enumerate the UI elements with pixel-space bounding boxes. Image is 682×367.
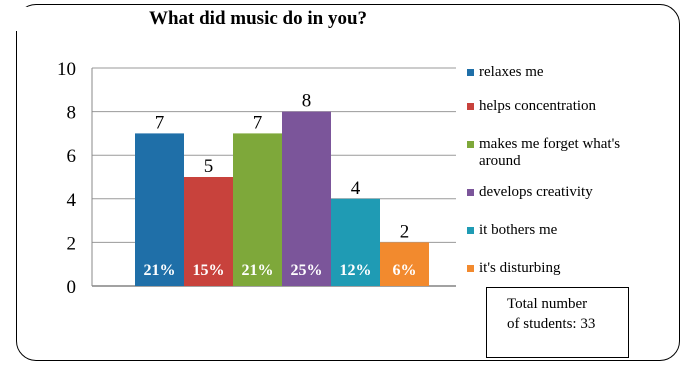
- total-students-line2: of students: 33: [507, 316, 596, 332]
- bar-3: [282, 111, 331, 286]
- bar-1: [184, 177, 233, 286]
- bar-percent-label: 12%: [340, 262, 372, 279]
- bar-percent-label: 21%: [242, 262, 274, 279]
- total-students-box: Total number of students: 33: [486, 287, 629, 358]
- bar-value-label: 7: [155, 112, 165, 133]
- bar-percent-label: 21%: [144, 262, 176, 279]
- y-tick-label: 0: [67, 277, 77, 298]
- legend-label: develops creativity: [479, 184, 593, 200]
- bars: [135, 111, 429, 286]
- legend-swatch: [467, 227, 474, 234]
- bar-0: [135, 133, 184, 286]
- bar-percent-label: 15%: [193, 262, 225, 279]
- legend-swatch: [467, 189, 474, 196]
- legend-label: it bothers me: [479, 222, 558, 238]
- y-tick-label: 4: [67, 190, 77, 211]
- legend-swatch: [467, 69, 474, 76]
- bar-value-label: 5: [204, 156, 214, 177]
- total-students-line1: Total number: [507, 296, 588, 312]
- y-tick-label: 2: [67, 233, 77, 254]
- y-axis: 0 2 4 6 8 10: [57, 59, 93, 298]
- bar-value-label: 8: [302, 91, 312, 112]
- bar-5: [380, 242, 429, 286]
- legend-label: makes me forget what's around: [479, 136, 621, 169]
- legend-label: it's disturbing: [479, 260, 561, 276]
- data-labels: 7 21% 5 15% 7 21% 8 25% 4 12% 2 6%: [144, 91, 417, 279]
- bar-value-label: 2: [400, 221, 410, 242]
- legend-label: helps concentration: [479, 98, 597, 114]
- legend-swatch: [467, 141, 474, 148]
- bar-percent-label: 25%: [291, 262, 323, 279]
- chart-title: What did music do in you?: [16, 7, 500, 31]
- y-tick-label: 6: [67, 146, 77, 167]
- bar-value-label: 7: [253, 112, 263, 133]
- legend-swatch: [467, 103, 474, 110]
- bar-percent-label: 6%: [393, 262, 417, 279]
- legend-swatch: [467, 265, 474, 272]
- y-tick-label: 8: [67, 103, 77, 124]
- bar-2: [233, 133, 282, 286]
- bar-value-label: 4: [351, 178, 361, 199]
- y-tick-label: 10: [57, 59, 76, 80]
- bar-4: [331, 198, 380, 286]
- legend-label: relaxes me: [479, 64, 544, 80]
